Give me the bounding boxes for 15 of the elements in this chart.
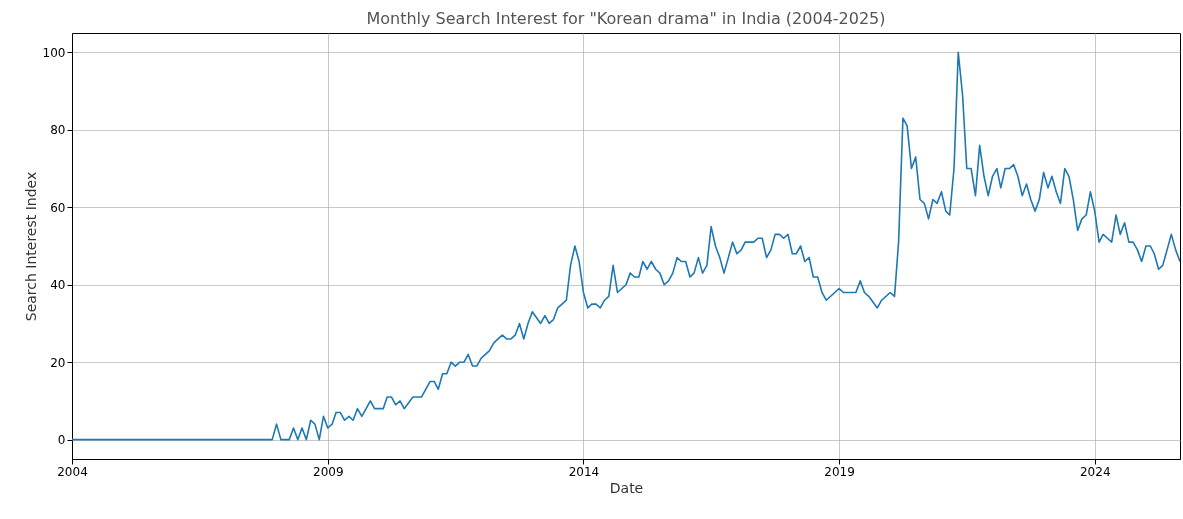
y-tick-label: 60 [50,200,66,215]
y-tick-label: 40 [50,278,66,293]
chart-title: Monthly Search Interest for "Korean drama" in India (2004-2025) [366,9,886,28]
x-tick-label: 2009 [313,464,344,479]
y-tick-label: 20 [50,355,66,370]
x-axis-title: Date [609,479,644,496]
y-tick-label: 0 [57,433,66,448]
line-series [72,51,1180,441]
y-axis-title: Search Interest Index [22,171,39,322]
y-tick-label: 100 [42,45,66,60]
x-tick-label: 2024 [1079,464,1111,479]
x-tick-label: 2014 [568,464,600,479]
y-tick-label: 80 [50,123,66,138]
x-tick-label: 2004 [57,464,88,479]
x-tick-label: 2019 [824,464,855,479]
